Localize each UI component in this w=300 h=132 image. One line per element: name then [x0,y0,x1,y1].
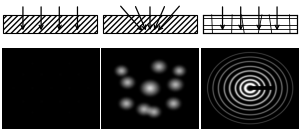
Bar [103,15,197,33]
Bar [203,15,297,33]
Bar [3,15,97,33]
